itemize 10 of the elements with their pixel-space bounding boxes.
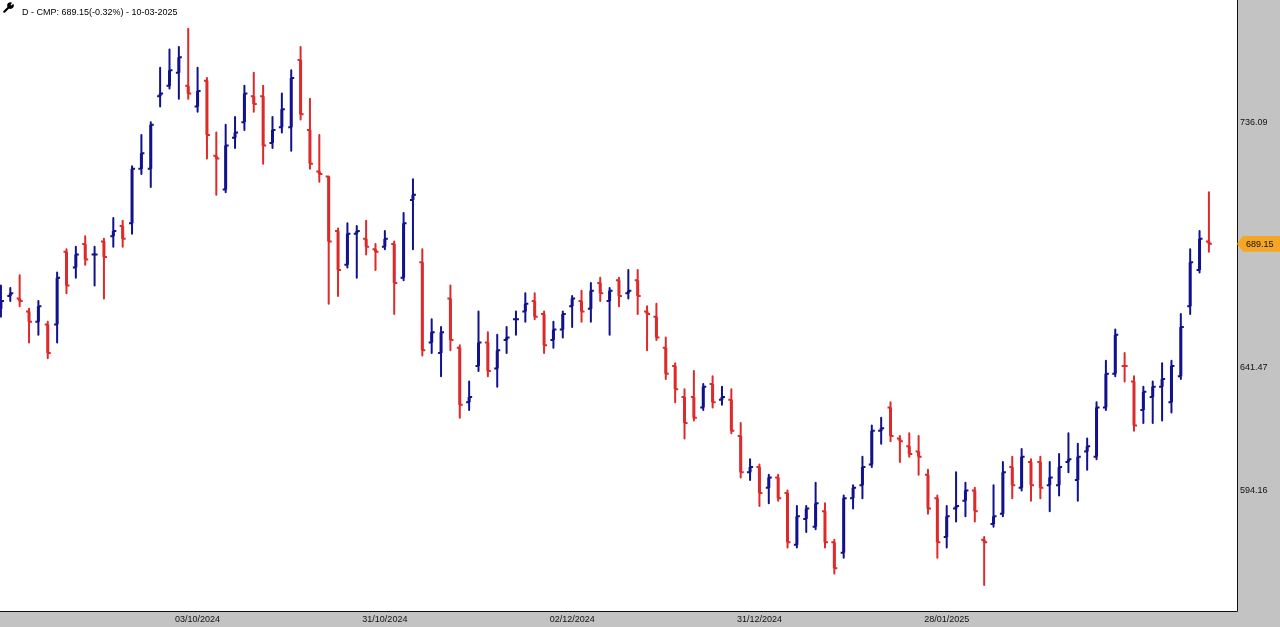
text: 689.15: [1237, 235, 1280, 252]
x-tick-label: 28/01/2025: [924, 613, 970, 624]
x-tick-label: 31/12/2024: [736, 613, 782, 624]
text: D - CMP: 689.15(-0.32%) - 10-03-2025: [22, 6, 178, 17]
y-tick-label: 641.47: [1240, 362, 1268, 373]
x-tick-label: 02/12/2024: [549, 613, 595, 624]
y-tick-label: 594.16: [1240, 484, 1268, 495]
x-tick-label: 03/10/2024: [175, 613, 221, 624]
x-tick-label: 31/10/2024: [362, 613, 408, 624]
y-tick-label: 736.09: [1240, 116, 1268, 127]
